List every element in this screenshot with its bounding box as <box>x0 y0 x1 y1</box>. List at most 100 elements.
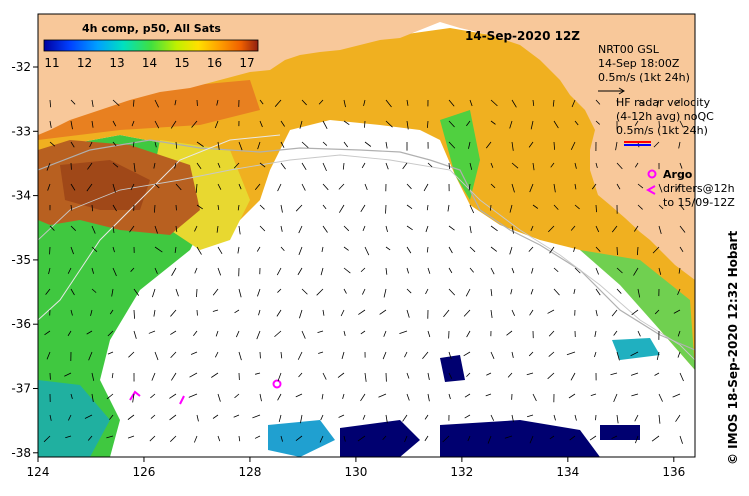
map-plot-area <box>38 14 695 457</box>
argo-legend: Argo drifters@12h to 15/09-12Z <box>645 168 735 209</box>
current-vector <box>511 309 516 316</box>
current-vector <box>594 330 597 337</box>
current-vector <box>91 225 96 234</box>
current-vector <box>635 435 639 444</box>
current-vector <box>196 204 203 210</box>
current-vector <box>633 267 639 276</box>
current-vector <box>295 204 303 212</box>
current-vector <box>529 435 534 444</box>
y-tick-label: -33 <box>11 124 31 138</box>
current-vector <box>532 99 535 106</box>
current-vector <box>487 435 492 444</box>
current-vector <box>573 246 576 252</box>
current-vector <box>212 414 219 419</box>
current-vector <box>406 288 412 294</box>
shelf-contour-white <box>38 134 281 321</box>
current-vector <box>654 309 660 315</box>
current-vector <box>490 288 493 297</box>
radar-legend-line: HF radar velocity <box>616 96 711 109</box>
current-vector <box>234 393 240 399</box>
current-vector <box>595 162 598 169</box>
current-vector <box>679 246 684 253</box>
sst-field-cold-patch-4 <box>440 355 465 382</box>
current-vector <box>548 351 555 357</box>
current-vector <box>385 225 388 233</box>
sst-field-cold-patch-1 <box>340 420 420 457</box>
current-vector <box>322 204 327 210</box>
current-vector <box>91 393 94 403</box>
current-vector <box>530 120 534 130</box>
current-vector <box>319 435 324 443</box>
current-vector <box>91 267 94 274</box>
current-vector <box>448 267 453 274</box>
current-vector <box>448 288 456 296</box>
current-vector <box>212 288 219 296</box>
current-vector <box>679 120 684 128</box>
current-vector <box>677 351 681 358</box>
current-vector <box>193 435 198 443</box>
current-vector <box>152 288 156 298</box>
current-vector <box>174 246 177 253</box>
colorbar-tick-label: 13 <box>109 56 124 70</box>
current-vector <box>678 267 681 274</box>
current-vector <box>553 414 556 421</box>
argo-float-marker <box>272 379 282 389</box>
current-vector <box>509 246 513 255</box>
colorbar-tick-label: 14 <box>142 56 157 70</box>
current-vector <box>385 414 388 424</box>
current-vector <box>469 246 476 253</box>
current-vector <box>549 246 555 254</box>
current-vector <box>70 246 74 255</box>
current-vector <box>634 162 639 168</box>
current-vector <box>553 288 560 296</box>
current-vector <box>321 393 324 400</box>
current-vector <box>490 267 495 275</box>
argo-legend-icon <box>647 169 657 179</box>
current-vector <box>511 162 519 169</box>
current-vector <box>133 162 136 172</box>
current-vector <box>611 225 618 233</box>
current-vector <box>238 351 242 361</box>
current-vector <box>636 246 639 256</box>
current-vector <box>301 288 308 295</box>
current-vector <box>529 309 534 316</box>
current-vector <box>169 393 177 399</box>
current-vector <box>653 141 660 148</box>
current-vector <box>130 183 135 191</box>
current-vector <box>634 414 639 422</box>
current-vector <box>362 225 366 232</box>
current-vector <box>175 141 178 149</box>
colorbar-tick-label: 15 <box>174 56 189 70</box>
current-vector <box>298 372 303 378</box>
current-vector <box>70 204 73 211</box>
current-vector <box>490 351 495 359</box>
current-vector <box>448 225 455 231</box>
current-vector <box>170 435 177 442</box>
current-vector <box>215 330 219 337</box>
argo-drifter-markers <box>129 379 282 405</box>
current-vector <box>570 141 576 150</box>
current-vector <box>259 162 266 168</box>
current-vector <box>153 162 156 169</box>
current-vector <box>679 204 685 211</box>
current-vector <box>511 225 514 234</box>
current-vector <box>301 162 307 170</box>
current-vector <box>490 162 494 168</box>
y-tick-label: -36 <box>11 317 31 331</box>
current-vector <box>49 225 55 231</box>
current-vector <box>89 141 93 148</box>
current-vector <box>84 414 93 419</box>
current-vector <box>490 120 496 125</box>
current-vector <box>637 288 641 298</box>
current-vector <box>427 330 431 338</box>
current-vector <box>658 183 663 193</box>
colorbar-tick-label: 16 <box>207 56 222 70</box>
current-vector <box>217 141 220 150</box>
current-vector <box>132 393 135 403</box>
current-vector <box>91 246 98 252</box>
current-vector <box>506 330 513 336</box>
current-vector <box>112 99 120 107</box>
wind-legend-line: 14-Sep 18:00Z <box>598 57 680 70</box>
current-vector <box>658 414 661 424</box>
